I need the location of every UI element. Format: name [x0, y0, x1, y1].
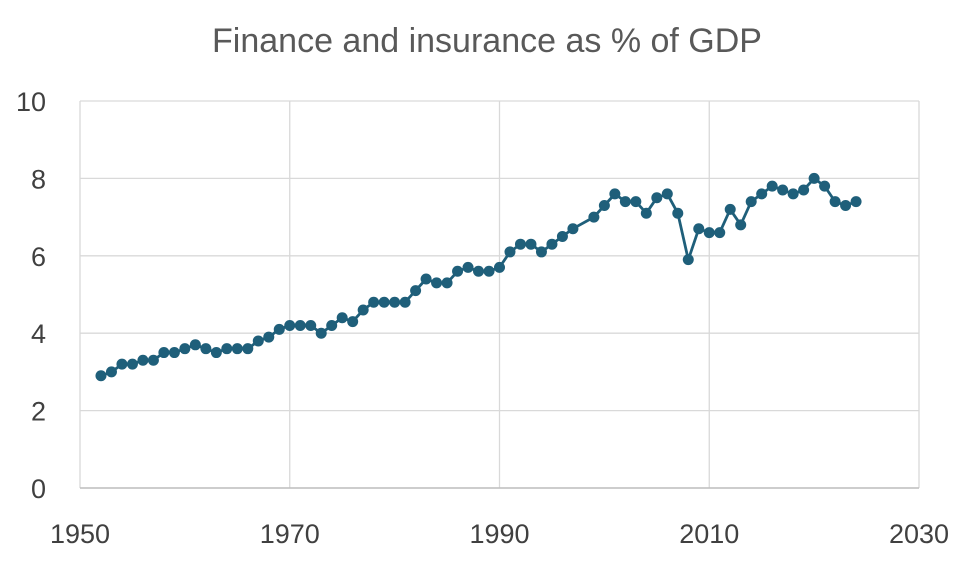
- data-point: [840, 199, 852, 211]
- data-point: [200, 343, 212, 355]
- data-point: [494, 261, 505, 273]
- data-point: [619, 196, 631, 208]
- data-point: [326, 319, 338, 331]
- data-point: [452, 265, 464, 277]
- y-tick-label: 2: [31, 397, 46, 427]
- data-point: [315, 327, 327, 339]
- y-tick-label: 8: [31, 164, 46, 194]
- series-line: [100, 176, 857, 378]
- data-point: [525, 238, 537, 250]
- data-point: [714, 227, 726, 239]
- data-point: [210, 347, 222, 359]
- data-point: [567, 223, 579, 235]
- data-point: [368, 296, 380, 308]
- y-axis-tick-labels: 0 2 4 6 8 10: [16, 87, 46, 504]
- data-point: [378, 296, 390, 308]
- data-point: [158, 347, 170, 359]
- data-point: [756, 188, 768, 200]
- data-point: [168, 347, 180, 359]
- data-point: [609, 188, 621, 200]
- data-point: [829, 196, 841, 208]
- data-point: [116, 358, 128, 370]
- x-tick-label: 1990: [469, 519, 529, 549]
- data-point: [766, 180, 778, 192]
- data-point: [546, 238, 558, 250]
- data-point: [305, 319, 317, 331]
- data-point: [336, 312, 348, 324]
- data-point: [231, 343, 243, 355]
- data-point: [284, 319, 296, 331]
- data-point: [661, 188, 673, 200]
- data-point: [598, 199, 610, 211]
- data-point: [137, 354, 149, 366]
- data-point: [651, 192, 663, 204]
- x-tick-label: 2030: [889, 519, 949, 549]
- data-point: [724, 203, 736, 215]
- data-point: [105, 366, 117, 378]
- data-point: [126, 358, 138, 370]
- data-point: [504, 246, 516, 258]
- data-point: [273, 323, 285, 335]
- data-point: [556, 230, 568, 242]
- x-tick-label: 2010: [679, 519, 739, 549]
- data-point: [473, 265, 485, 277]
- data-point: [431, 277, 443, 289]
- data-point: [189, 339, 201, 351]
- y-tick-label: 4: [31, 319, 46, 349]
- data-point: [735, 219, 747, 231]
- data-point: [535, 246, 547, 258]
- data-point: [263, 331, 275, 343]
- y-tick-label: 6: [31, 242, 46, 272]
- data-point: [819, 180, 831, 192]
- data-point: [745, 196, 757, 208]
- data-point: [242, 343, 254, 355]
- chart-title: Finance and insurance as % of GDP: [212, 22, 762, 60]
- data-point: [703, 227, 715, 239]
- data-point: [441, 277, 453, 289]
- data-point: [389, 296, 401, 308]
- data-point: [221, 343, 233, 355]
- data-point: [347, 316, 359, 328]
- data-point: [179, 343, 191, 355]
- y-tick-label: 0: [31, 474, 46, 504]
- data-point: [672, 207, 684, 219]
- data-point: [640, 207, 652, 219]
- data-point: [252, 335, 264, 347]
- data-point: [462, 261, 474, 273]
- data-point: [682, 254, 694, 266]
- data-point: [294, 319, 306, 331]
- data-point: [357, 304, 369, 316]
- data-point: [777, 184, 789, 196]
- x-tick-label: 1950: [50, 519, 110, 549]
- y-tick-label: 10: [16, 87, 46, 117]
- data-point: [399, 296, 411, 308]
- gridlines: [79, 100, 920, 489]
- series-layer: [95, 172, 862, 382]
- data-point: [95, 370, 107, 382]
- data-point: [787, 188, 799, 200]
- x-tick-label: 1970: [260, 519, 320, 549]
- data-point: [630, 196, 642, 208]
- data-point: [410, 285, 422, 297]
- data-point: [850, 196, 862, 208]
- data-point: [798, 184, 810, 196]
- data-point: [588, 211, 600, 223]
- data-point: [147, 354, 159, 366]
- data-point: [420, 273, 432, 285]
- data-point: [514, 238, 526, 250]
- data-point: [483, 265, 495, 277]
- data-point: [693, 223, 705, 235]
- data-point: [808, 172, 820, 184]
- x-axis-tick-labels: 1950 1970 1990 2010 2030: [50, 519, 949, 549]
